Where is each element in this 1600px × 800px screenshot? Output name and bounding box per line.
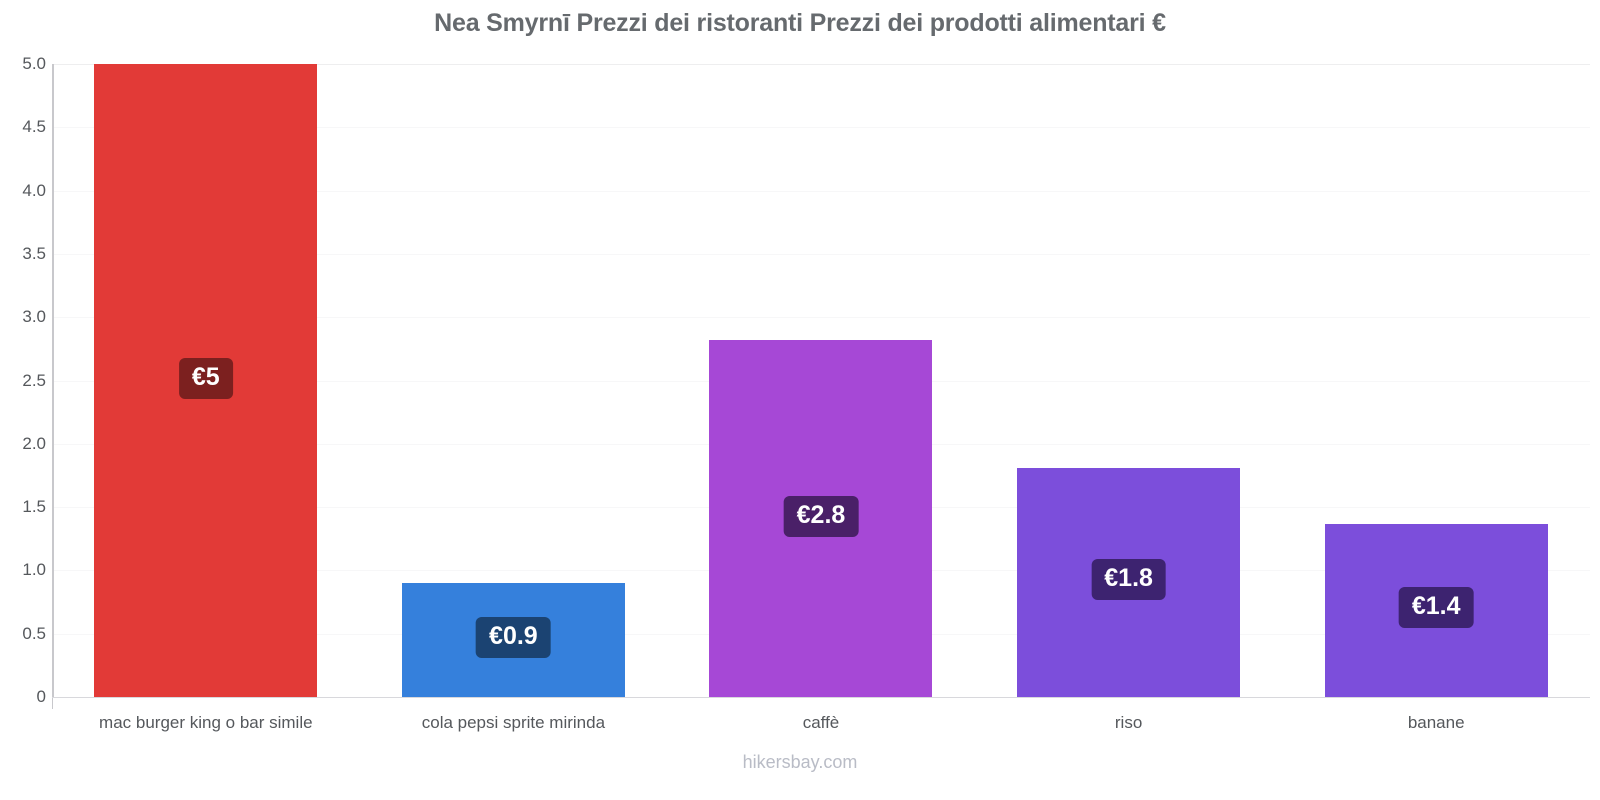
bar[interactable]: €1.4 — [1324, 523, 1548, 697]
footer-watermark: hikersbay.com — [742, 752, 858, 772]
x-axis-category-label: banane — [1407, 713, 1465, 732]
y-axis-tick-label: 3.5 — [22, 243, 46, 263]
y-axis-tick-label: 0 — [36, 687, 46, 706]
x-axis-line — [52, 697, 1590, 698]
y-axis-tick-label: 4.5 — [22, 117, 46, 137]
x-axis-category-label: cola pepsi sprite mirinda — [421, 713, 606, 732]
gridline — [52, 127, 1590, 129]
bar-value-label: €0.9 — [476, 617, 551, 659]
y-axis-tick-label: 2.0 — [22, 433, 46, 453]
x-axis-origin-tick — [52, 698, 53, 709]
gridline — [52, 190, 1590, 192]
bar[interactable]: €2.8 — [709, 340, 933, 697]
y-axis-tick-label: 2.5 — [22, 370, 46, 390]
bar-value-label: €2.8 — [783, 495, 859, 537]
x-axis-category-label: mac burger king o bar simile — [99, 713, 313, 732]
x-axis-category-label: riso — [1114, 713, 1143, 732]
y-axis-line — [52, 64, 54, 697]
gridline — [52, 64, 1590, 65]
x-axis-category-label: caffè — [802, 713, 840, 732]
y-axis-tick-labels: 0 0.5 1.0 1.5 2.0 2.5 3.0 3.5 4.0 4.5 5.0 — [0, 54, 46, 706]
gridline — [52, 317, 1590, 319]
y-axis-tick-label: 4.0 — [22, 180, 46, 200]
y-axis-tick-label: 1.0 — [22, 560, 46, 580]
chart-title: Nea Smyrnī Prezzi dei ristoranti Prezzi … — [434, 9, 1166, 37]
plot-area: €5 €0.9 €2.8 €1.8 €1.4 — [52, 64, 1590, 698]
y-axis-tick-label: 5.0 — [22, 54, 46, 73]
bar[interactable]: €1.8 — [1017, 467, 1241, 697]
gridline — [52, 253, 1590, 255]
y-axis-tick-label: 1.5 — [22, 497, 46, 517]
y-axis-tick-label: 3.0 — [22, 307, 46, 327]
bar-value-label: €5 — [178, 357, 233, 399]
bar[interactable]: €5 — [94, 64, 318, 697]
bar-value-label: €1.4 — [1398, 587, 1474, 629]
y-axis-tick-label: 0.5 — [22, 623, 46, 643]
bar-value-label: €1.8 — [1091, 559, 1166, 601]
bar[interactable]: €0.9 — [401, 583, 625, 697]
